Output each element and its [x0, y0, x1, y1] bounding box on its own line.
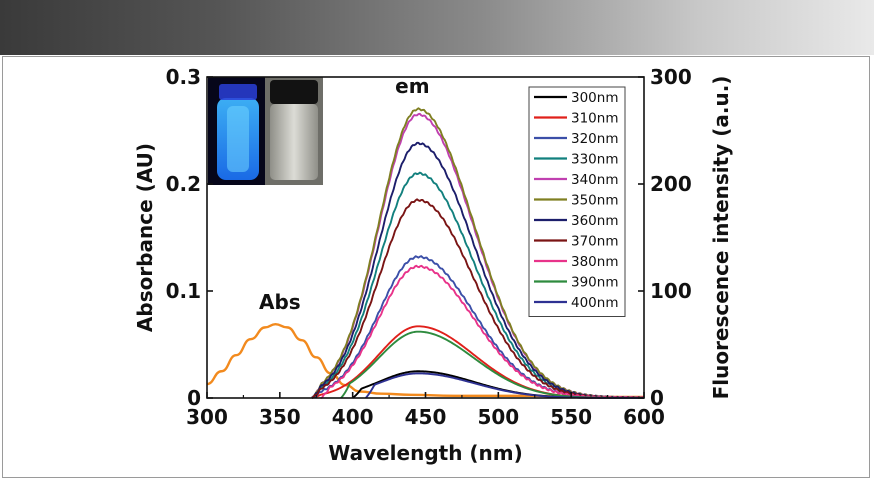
legend: 300nm 310nm 320nm 330nm 340nm 350nm 360nm 370nm…	[528, 86, 626, 317]
y-left-tick-label: 0.2	[166, 172, 201, 196]
x-tick-label: 600	[623, 405, 665, 429]
legend-label: 340nm	[571, 172, 618, 188]
y-left-tick-label: 0.1	[166, 279, 201, 303]
legend-label: 400nm	[571, 295, 618, 311]
x-tick-label: 550	[550, 405, 592, 429]
absorbance-line	[206, 322, 644, 399]
figure-frame	[2, 56, 870, 478]
axes: 300 350 400 450 500 550 60000.10.20.3010020030…	[133, 65, 733, 465]
y-right-axis-title: Fluorescence intensity (a.u.)	[709, 76, 733, 400]
annotation-Abs: Abs	[259, 290, 301, 314]
legend-label: 300nm	[571, 90, 618, 106]
inset-uv-vial-cap	[219, 84, 257, 100]
x-axis-title: Wavelength (nm)	[328, 441, 523, 465]
inset-daylight-vial-cap	[270, 80, 318, 104]
legend-box	[528, 86, 626, 317]
legend-label: 350nm	[571, 193, 618, 209]
legend-label: 380nm	[571, 254, 618, 270]
x-tick-label: 350	[259, 405, 301, 429]
annotation-em: em	[395, 74, 429, 98]
inset-uv-vial-core	[227, 106, 249, 172]
legend-label: 370nm	[571, 234, 618, 250]
y-right-tick-label: 0	[650, 386, 664, 410]
inset-daylight-vial-body	[270, 104, 318, 180]
y-right-tick-label: 200	[650, 172, 692, 196]
x-tick-label: 400	[332, 405, 374, 429]
y-left-tick-label: 0.3	[166, 65, 201, 89]
x-tick-label: 450	[405, 405, 447, 429]
y-right-tick-label: 100	[650, 279, 692, 303]
y-left-tick-label: 0	[187, 386, 201, 410]
inset-photo	[208, 77, 323, 185]
x-tick-label: 300	[186, 405, 228, 429]
legend-label: 330nm	[571, 152, 618, 168]
legend-label: 390nm	[571, 275, 618, 291]
legend-label: 320nm	[571, 131, 618, 147]
emission-line-310nm	[311, 325, 644, 399]
x-tick-label: 500	[477, 405, 519, 429]
legend-label: 310nm	[571, 111, 618, 127]
y-right-tick-label: 300	[650, 65, 692, 89]
y-left-axis-title: Absorbance (AU)	[133, 143, 157, 332]
top-banner	[0, 0, 874, 55]
legend-label: 360nm	[571, 213, 618, 229]
